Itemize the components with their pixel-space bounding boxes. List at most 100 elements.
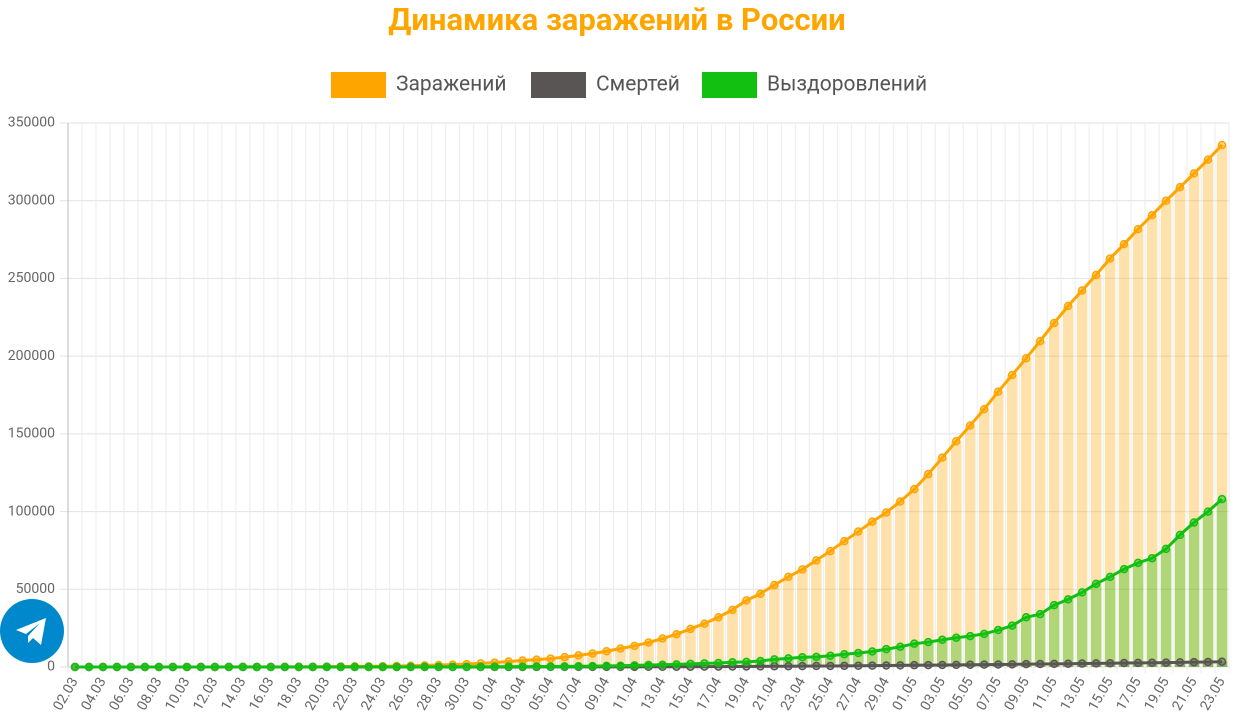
point	[154, 662, 164, 672]
x-tick-label: 01.04	[470, 675, 502, 713]
point	[126, 662, 136, 672]
point	[993, 660, 1003, 669]
bar	[475, 663, 486, 667]
point	[965, 631, 975, 641]
bar	[1034, 341, 1046, 667]
bar	[936, 639, 948, 667]
point	[182, 662, 192, 672]
telegram-circle[interactable]	[0, 599, 64, 663]
bar	[489, 662, 500, 667]
point	[784, 661, 793, 671]
point	[700, 659, 709, 668]
x-tick-label: 23.05	[1197, 675, 1229, 713]
point	[896, 661, 905, 670]
point	[1007, 370, 1017, 380]
bar	[1188, 662, 1200, 667]
y-tick-label: 150000	[8, 426, 55, 442]
point	[937, 660, 947, 670]
x-tick-label: 11.04	[610, 675, 642, 713]
point	[448, 662, 457, 672]
bar	[1174, 187, 1186, 667]
bar	[1104, 576, 1116, 667]
point	[644, 638, 653, 647]
bar	[1062, 663, 1074, 667]
bar	[1048, 605, 1060, 667]
point	[882, 661, 891, 670]
point	[840, 649, 849, 659]
bar	[936, 457, 948, 667]
point	[630, 661, 639, 670]
point	[910, 660, 919, 670]
x-tick-label: 20.03	[302, 675, 333, 713]
x-tick-label: 02.03	[50, 675, 81, 713]
point	[1147, 553, 1157, 563]
point	[1175, 658, 1185, 667]
point	[658, 660, 667, 669]
point	[1133, 558, 1143, 568]
bar	[992, 630, 1004, 667]
point	[1035, 659, 1045, 669]
point	[770, 580, 779, 590]
x-tick-label: 27.04	[834, 675, 866, 713]
bar	[825, 655, 836, 667]
bar	[741, 600, 752, 667]
bar	[1132, 662, 1144, 667]
bar	[1146, 558, 1158, 667]
point	[1133, 658, 1143, 668]
bar	[1090, 663, 1102, 667]
point	[924, 660, 933, 670]
y-tick-label: 50000	[16, 581, 55, 597]
point	[1189, 169, 1199, 178]
point	[1077, 659, 1087, 668]
telegram-button[interactable]	[0, 599, 64, 663]
x-tick-label: 12.03	[190, 675, 221, 713]
x-tick-label: 07.05	[973, 675, 1005, 713]
x-tick-label: 25.04	[806, 675, 838, 713]
point	[1077, 588, 1087, 597]
bar	[1090, 274, 1102, 667]
x-tick-label: 15.04	[666, 675, 698, 713]
point	[532, 655, 541, 664]
x-tick-label: 04.03	[78, 675, 109, 713]
point	[588, 649, 597, 658]
bar	[615, 648, 626, 667]
point	[924, 637, 933, 647]
bar	[727, 662, 738, 667]
point	[238, 662, 248, 672]
point	[1189, 657, 1199, 667]
point	[406, 662, 415, 672]
point	[1203, 507, 1213, 516]
telegram-icon[interactable]	[16, 618, 46, 645]
chart-title: Динамика заражений в России	[388, 1, 846, 38]
point	[112, 662, 122, 672]
point	[560, 652, 569, 662]
point	[1217, 140, 1227, 150]
point	[588, 661, 597, 671]
point	[854, 527, 863, 536]
point	[672, 660, 681, 669]
bar	[1174, 534, 1186, 667]
bar	[1216, 144, 1228, 667]
bar	[880, 512, 892, 667]
x-tick-label: 26.03	[386, 675, 417, 713]
point	[826, 546, 835, 556]
bar	[1146, 662, 1158, 667]
point	[1203, 657, 1213, 667]
point	[1049, 318, 1059, 328]
point	[1063, 595, 1073, 604]
x-tick-label: 03.04	[498, 675, 530, 713]
point	[364, 662, 373, 672]
point	[924, 469, 933, 479]
x-tick-label: 07.04	[554, 675, 586, 713]
x-tick-label: 13.04	[638, 675, 670, 713]
point	[434, 662, 443, 672]
point	[742, 596, 751, 605]
point	[574, 651, 583, 660]
x-tick-label: 17.04	[694, 675, 726, 713]
bar	[894, 646, 906, 667]
bar	[573, 655, 584, 667]
bar	[964, 636, 976, 667]
bar	[1020, 617, 1032, 667]
point	[658, 634, 667, 643]
point	[1063, 301, 1073, 311]
